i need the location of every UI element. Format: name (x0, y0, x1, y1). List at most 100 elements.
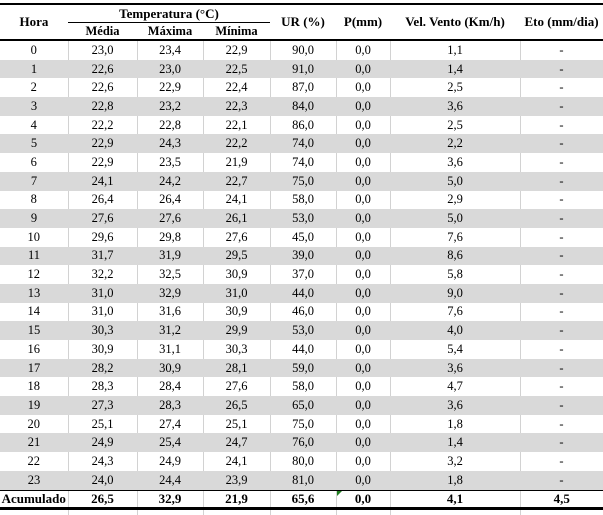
cell-eto[interactable]: - (559, 211, 564, 226)
cell-eto[interactable]: - (519, 452, 603, 471)
cell-ur[interactable]: 76,0 (292, 435, 314, 450)
cell-ur[interactable]: 59,0 (292, 360, 314, 375)
cell-media[interactable]: 22,6 (67, 78, 137, 98)
cell-eto[interactable]: - (559, 136, 564, 151)
cell-minima[interactable]: 27,6 (202, 377, 271, 397)
cell-minima[interactable]: 30,3 (202, 340, 271, 359)
cell-ur[interactable]: 87,0 (269, 78, 337, 98)
header-eto[interactable]: Eto (mm/dia) (520, 4, 603, 41)
cell-hora[interactable]: 1 (30, 61, 38, 76)
cell-eto[interactable]: - (559, 248, 564, 263)
cell-ur[interactable]: 53,0 (292, 211, 314, 226)
cell-eto[interactable]: - (519, 190, 603, 210)
cell-p[interactable]: 0,0 (335, 78, 391, 98)
cell-hora[interactable]: 23 (27, 472, 41, 487)
cell-media[interactable]: 27,6 (91, 211, 114, 226)
cell-eto[interactable]: - (559, 173, 564, 188)
cell-vento[interactable]: 5,0 (447, 211, 463, 226)
cell-media[interactable]: 23,0 (67, 40, 137, 60)
cell-p[interactable]: 0,0 (335, 414, 391, 434)
accumulated-cell-ur[interactable]: 65,6 (269, 489, 337, 510)
cell-vento[interactable]: 3,6 (389, 153, 521, 172)
cell-p[interactable]: 0,0 (335, 377, 391, 397)
header-vel-vento[interactable]: Vel. Vento (Km/h) (390, 4, 521, 41)
cell-eto[interactable]: - (519, 40, 603, 60)
cell-media[interactable]: 24,9 (91, 435, 114, 450)
header-ur[interactable]: UR (%) (270, 4, 337, 41)
cell-hora[interactable]: 20 (27, 416, 41, 431)
cell-minima[interactable]: 22,7 (225, 173, 248, 188)
cell-eto[interactable]: - (519, 377, 603, 397)
cell-p[interactable]: 0,0 (335, 40, 391, 60)
cell-ur[interactable]: 65,0 (292, 397, 314, 412)
cell-eto[interactable]: - (559, 435, 564, 450)
cell-media[interactable]: 24,3 (67, 452, 137, 471)
cell-maxima[interactable]: 31,6 (136, 302, 203, 322)
cell-p[interactable]: 0,0 (335, 302, 391, 322)
cell-media[interactable]: 22,6 (91, 61, 114, 76)
cell-ur[interactable]: 58,0 (269, 190, 337, 210)
cell-maxima[interactable]: 23,4 (136, 40, 203, 60)
cell-hora[interactable]: 14 (27, 304, 41, 319)
cell-vento[interactable]: 2,5 (389, 115, 521, 135)
cell-ur[interactable]: 74,0 (269, 153, 337, 172)
cell-eto[interactable]: - (559, 397, 564, 412)
cell-p[interactable]: 0,0 (355, 435, 371, 450)
cell-hora[interactable]: 3 (30, 98, 38, 113)
cell-minima[interactable]: 31,0 (225, 285, 248, 300)
cell-hora[interactable]: 17 (27, 360, 41, 375)
cell-ur[interactable]: 80,0 (269, 452, 337, 471)
cell-maxima[interactable]: 24,9 (136, 452, 203, 471)
cell-maxima[interactable]: 23,0 (159, 61, 181, 76)
cell-p[interactable]: 0,0 (335, 265, 391, 284)
cell-media[interactable]: 31,7 (91, 248, 114, 263)
cell-p[interactable]: 0,0 (335, 115, 391, 135)
cell-eto[interactable]: - (519, 265, 603, 284)
cell-vento[interactable]: 7,6 (389, 302, 521, 322)
cell-hora[interactable]: 16 (27, 341, 41, 356)
cell-hora[interactable]: 10 (27, 229, 41, 244)
cell-maxima[interactable]: 31,2 (159, 323, 181, 338)
cell-media[interactable]: 22,2 (67, 115, 137, 135)
cell-p[interactable]: 0,0 (335, 153, 391, 172)
cell-minima[interactable]: 22,4 (202, 78, 271, 98)
cell-minima[interactable]: 25,1 (202, 414, 271, 434)
cell-minima[interactable]: 30,9 (202, 265, 271, 284)
cell-p[interactable]: 0,0 (355, 248, 371, 263)
cell-vento[interactable]: 1,4 (447, 61, 463, 76)
cell-ur[interactable]: 45,0 (269, 227, 337, 247)
cell-p[interactable]: 0,0 (355, 61, 371, 76)
cell-minima[interactable]: 24,7 (225, 435, 248, 450)
cell-hora[interactable]: 13 (27, 285, 41, 300)
cell-ur[interactable]: 91,0 (292, 61, 314, 76)
cell-media[interactable]: 24,0 (91, 472, 114, 487)
cell-ur[interactable]: 44,0 (292, 285, 314, 300)
cell-ur[interactable]: 75,0 (269, 414, 337, 434)
cell-minima[interactable]: 28,1 (225, 360, 248, 375)
cell-vento[interactable]: 5,8 (389, 265, 521, 284)
cell-vento[interactable]: 1,8 (447, 472, 463, 487)
cell-hora[interactable]: 22 (27, 453, 41, 468)
header-hora[interactable]: Hora (0, 4, 68, 41)
accumulated-cell-p[interactable]: 0,0 (335, 489, 391, 510)
cell-media[interactable]: 31,0 (67, 302, 137, 322)
cell-ur[interactable]: 44,0 (269, 340, 337, 359)
cell-maxima[interactable]: 24,3 (159, 136, 181, 151)
cell-maxima[interactable]: 32,9 (159, 285, 181, 300)
cell-vento[interactable]: 2,9 (389, 190, 521, 210)
cell-maxima[interactable]: 31,9 (159, 248, 181, 263)
cell-hora[interactable]: 0 (30, 42, 37, 57)
accumulated-cell-maxima[interactable]: 32,9 (136, 489, 203, 510)
cell-p[interactable]: 0,0 (335, 340, 391, 359)
cell-ur[interactable]: 53,0 (292, 323, 314, 338)
cell-vento[interactable]: 7,6 (389, 227, 521, 247)
cell-minima[interactable]: 22,9 (202, 40, 271, 60)
cell-eto[interactable]: - (519, 227, 603, 247)
cell-media[interactable]: 22,9 (67, 153, 137, 172)
cell-p[interactable]: 0,0 (355, 136, 371, 151)
cell-vento[interactable]: 3,2 (389, 452, 521, 471)
cell-minima[interactable]: 26,5 (225, 397, 248, 412)
cell-hora[interactable]: 19 (27, 397, 41, 412)
header-media[interactable]: Média (68, 22, 137, 41)
cell-minima[interactable]: 22,3 (225, 98, 248, 113)
